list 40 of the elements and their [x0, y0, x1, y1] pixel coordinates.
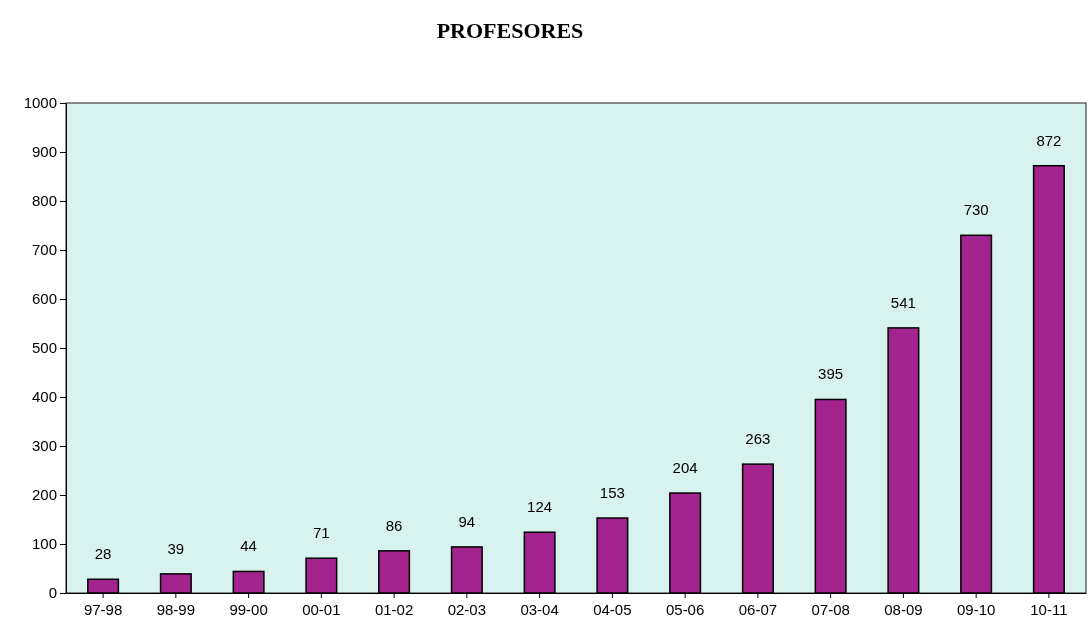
y-tick-label: 900: [31, 143, 57, 161]
y-tick-label: 1000: [23, 94, 57, 112]
data-label: 541: [890, 293, 916, 311]
y-tick-label: 600: [31, 290, 57, 308]
data-label: 872: [1036, 131, 1062, 149]
x-tick-label: 00-01: [302, 600, 341, 618]
chart-title: PROFESORES: [436, 18, 584, 43]
data-label: 86: [385, 516, 403, 534]
x-tick-label: 01-02: [374, 600, 414, 618]
data-label: 263: [745, 430, 771, 448]
y-tick-label: 0: [48, 584, 57, 602]
data-label: 44: [240, 537, 257, 555]
y-tick-label: 800: [31, 192, 57, 210]
x-tick-label: 09-10: [956, 600, 996, 618]
y-tick-label: 700: [31, 241, 57, 259]
data-label: 153: [599, 484, 625, 502]
x-tick-label: 97-98: [83, 600, 123, 618]
x-tick-label: 99-00: [229, 600, 268, 618]
data-label: 28: [94, 545, 112, 563]
y-tick-label: 300: [31, 437, 57, 455]
x-tick-label: 08-09: [884, 600, 923, 618]
x-tick-label: 03-04: [520, 600, 559, 618]
data-label: 124: [527, 498, 553, 516]
data-label: 39: [167, 539, 185, 557]
data-label: 204: [672, 459, 698, 477]
data-label: 71: [313, 524, 330, 542]
x-tick-label: 05-06: [665, 600, 705, 618]
x-tick-label: 02-03: [447, 600, 487, 618]
data-label: 395: [818, 365, 844, 383]
x-tick-label: 98-99: [156, 600, 196, 618]
x-tick-label: 04-05: [593, 600, 632, 618]
y-tick-label: 400: [31, 388, 57, 406]
y-tick-label: 500: [31, 339, 57, 357]
y-tick-label: 100: [31, 535, 57, 553]
x-tick-label: 10-11: [1030, 600, 1068, 618]
x-tick-label: 06-07: [738, 600, 778, 618]
y-tick-label: 200: [31, 486, 57, 504]
data-label: 730: [963, 201, 989, 219]
x-tick-label: 07-08: [811, 600, 850, 618]
data-label: 94: [458, 512, 476, 530]
